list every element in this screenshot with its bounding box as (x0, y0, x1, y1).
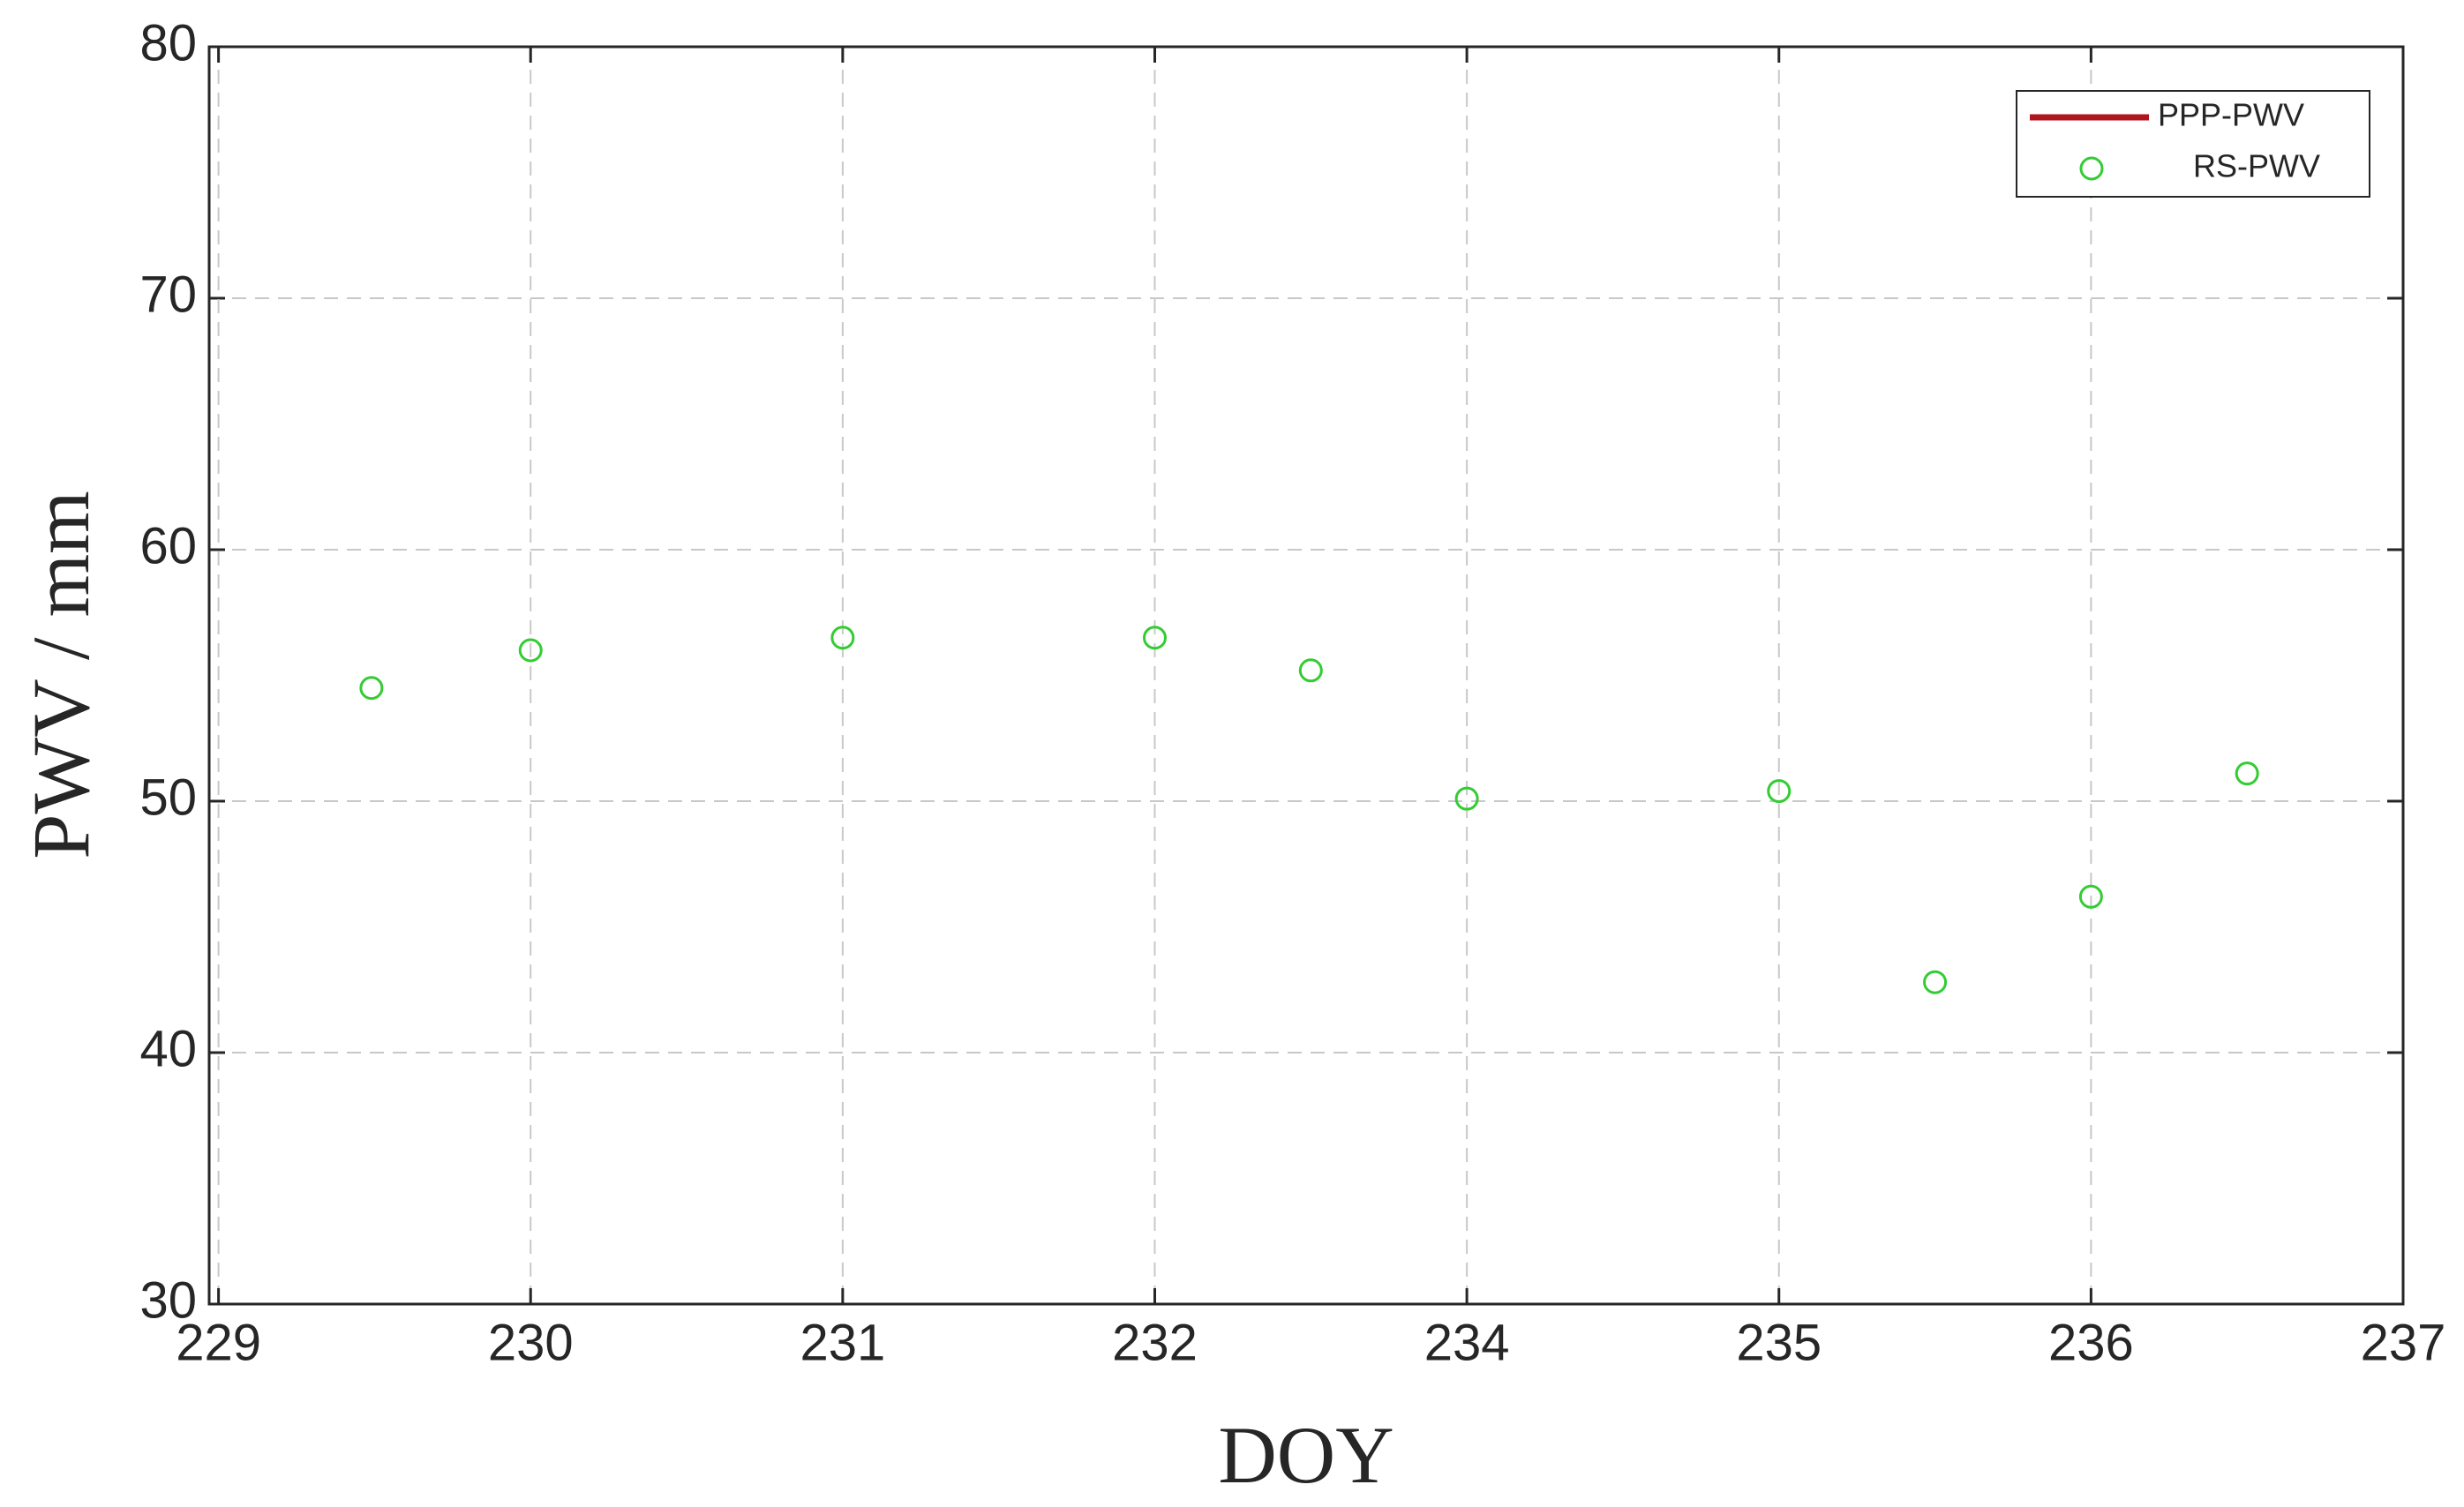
x-axis-label: DOY (1218, 1410, 1394, 1500)
y-axis-label: PWV / mm (16, 491, 106, 858)
y-tick-label: 80 (139, 14, 197, 71)
plot-frame (207, 45, 2405, 1306)
y-tick-label: 50 (139, 768, 197, 826)
data-point (830, 626, 855, 650)
x-tick-label: 237 (2361, 1314, 2446, 1371)
data-point (1767, 779, 1792, 804)
legend-label: PPP-PWV (2158, 97, 2304, 133)
data-point (2078, 884, 2103, 909)
data-point (1298, 658, 1323, 683)
x-tick-label: 229 (176, 1314, 261, 1371)
legend-box (2016, 90, 2370, 198)
x-tick-label: 230 (488, 1314, 574, 1371)
x-tick-label: 232 (1112, 1314, 1198, 1371)
y-tick-label: 60 (139, 517, 197, 574)
data-point (1923, 970, 1948, 994)
data-point (359, 676, 384, 701)
y-tick-label: 40 (139, 1020, 197, 1077)
x-tick-label: 234 (1424, 1314, 1510, 1371)
x-tick-label: 235 (1736, 1314, 1822, 1371)
data-point (1454, 786, 1479, 811)
data-point (2235, 761, 2259, 786)
data-point (518, 638, 543, 663)
x-tick-label: 236 (2048, 1314, 2134, 1371)
data-point (1142, 626, 1167, 650)
y-tick-label: 70 (139, 266, 197, 323)
x-tick-label: 231 (800, 1314, 885, 1371)
y-tick-label: 30 (139, 1271, 197, 1329)
legend-label: RS-PWV (2193, 148, 2320, 184)
legend-marker (2079, 156, 2104, 181)
